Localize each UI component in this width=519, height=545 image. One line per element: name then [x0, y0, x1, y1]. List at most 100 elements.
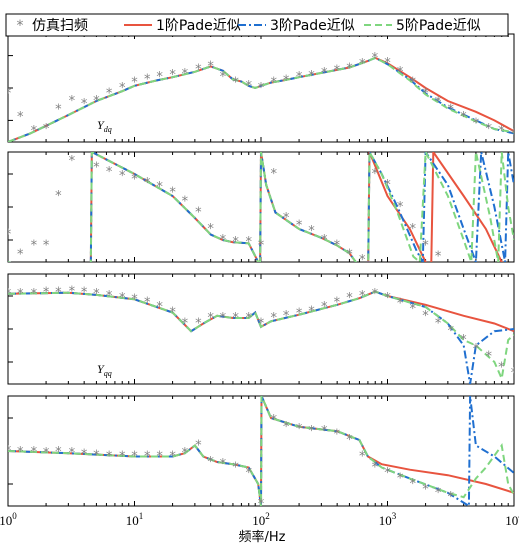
data-point: * [511, 366, 518, 381]
data-point: * [473, 342, 480, 357]
data-point: * [397, 200, 404, 215]
data-point: * [220, 457, 227, 472]
data-point: * [207, 59, 214, 74]
data-point: * [43, 122, 50, 137]
data-point: * [270, 76, 277, 91]
data-point: * [220, 233, 227, 248]
data-point: * [207, 455, 214, 470]
data-point: * [220, 311, 227, 326]
data-point: * [156, 70, 163, 85]
data-point: * [283, 420, 290, 435]
data-point: * [485, 350, 492, 365]
data-point: * [43, 286, 50, 301]
legend-marker: * [17, 18, 24, 34]
data-point: * [93, 94, 100, 109]
data-point: * [447, 103, 454, 118]
data-point: * [131, 173, 138, 188]
data-point: * [106, 86, 113, 101]
data-point: * [410, 302, 417, 317]
legend-entry-2: 3阶Pade近似 [238, 18, 355, 34]
data-point: * [81, 97, 88, 112]
data-point: * [258, 81, 265, 96]
legend-label: 仿真扫频 [32, 18, 88, 34]
data-point: * [119, 291, 126, 306]
data-point: * [334, 239, 341, 254]
data-point: * [359, 57, 366, 72]
data-point: * [258, 239, 265, 254]
legend-entry-1: 1阶Pade近似 [124, 18, 241, 34]
data-point: * [17, 445, 24, 460]
data-point: * [195, 439, 202, 454]
data-point: * [498, 124, 505, 139]
data-point: * [119, 81, 126, 96]
data-point: * [144, 72, 151, 87]
x-axis: 100 101 102 103 104 [0, 511, 519, 528]
data-point: * [384, 56, 391, 71]
data-point: * [422, 239, 429, 254]
data-point: * [511, 127, 518, 142]
data-point: * [106, 450, 113, 465]
data-point: * [17, 247, 24, 262]
data-point: * [31, 287, 38, 302]
series-line-3 [8, 396, 514, 506]
plot-area: * * * * * * * * * * * * * * * * * * * * * * * * * * * * * * * * * * * * * * * *… [8, 285, 518, 384]
data-point: * [422, 86, 429, 101]
data-point: * [245, 79, 252, 94]
data-point: * [270, 413, 277, 428]
data-point: * [422, 483, 429, 498]
data-point: * [43, 239, 50, 254]
plot-area: * * * * * * * * * * * * * * * * * * * * * * * * * * * * * * * * * * * * * * * *… [5, 51, 518, 142]
data-point: * [17, 287, 24, 302]
x-tick-label: 102 [252, 511, 270, 528]
data-point: * [207, 311, 214, 326]
data-point: * [296, 219, 303, 234]
data-point: * [195, 63, 202, 78]
data-point: * [131, 292, 138, 307]
data-point: * [308, 224, 315, 239]
data-point: * [498, 361, 505, 376]
data-point: * [55, 445, 62, 460]
data-point: * [31, 124, 38, 139]
data-point: * [410, 477, 417, 492]
data-point: * [397, 297, 404, 312]
data-point: * [485, 122, 492, 137]
plot-area: * * * * * * * * * * * * * * * * * * * * * * * * * * * * * * * * * * [8, 152, 514, 265]
data-point: * [384, 291, 391, 306]
panel-frame [7, 273, 515, 385]
x-tick-label: 104 [505, 511, 519, 528]
data-point: * [93, 160, 100, 175]
data-point: * [93, 448, 100, 463]
data-point: * [43, 446, 50, 461]
data-point: * [422, 309, 429, 324]
data-point: * [372, 461, 379, 476]
data-point: * [156, 450, 163, 465]
data-point: * [31, 445, 38, 460]
panels: * * * * * * * * * * * * * * * * * * * * * * * * * * * * * * * * * * * * * * * *… [5, 33, 518, 507]
series-line-3 [8, 152, 514, 262]
data-point: * [195, 206, 202, 221]
x-tick-label: 100 [0, 511, 17, 528]
data-point: * [296, 70, 303, 85]
data-point: * [435, 486, 442, 501]
data-point: * [195, 317, 202, 332]
data-point: * [156, 180, 163, 195]
panel-2: * * * * * * * * * * * * * * * * * * * * * * * * * * * * * * * * * * [7, 151, 515, 265]
data-point: * [435, 250, 442, 265]
data-point: * [131, 450, 138, 465]
data-point: * [169, 68, 176, 83]
data-point: * [346, 291, 353, 306]
data-point: * [346, 62, 353, 77]
x-axis-label: 频率/Hz [239, 529, 286, 545]
data-point: * [397, 472, 404, 487]
data-point: * [308, 424, 315, 439]
data-point: * [283, 73, 290, 88]
series-line-3 [8, 290, 514, 382]
data-point: * [93, 287, 100, 302]
data-point: * [372, 167, 379, 182]
data-point: * [258, 317, 265, 332]
data-point: * [296, 307, 303, 322]
data-point: * [410, 222, 417, 237]
data-point: * [5, 86, 12, 101]
data-point: * [245, 235, 252, 250]
